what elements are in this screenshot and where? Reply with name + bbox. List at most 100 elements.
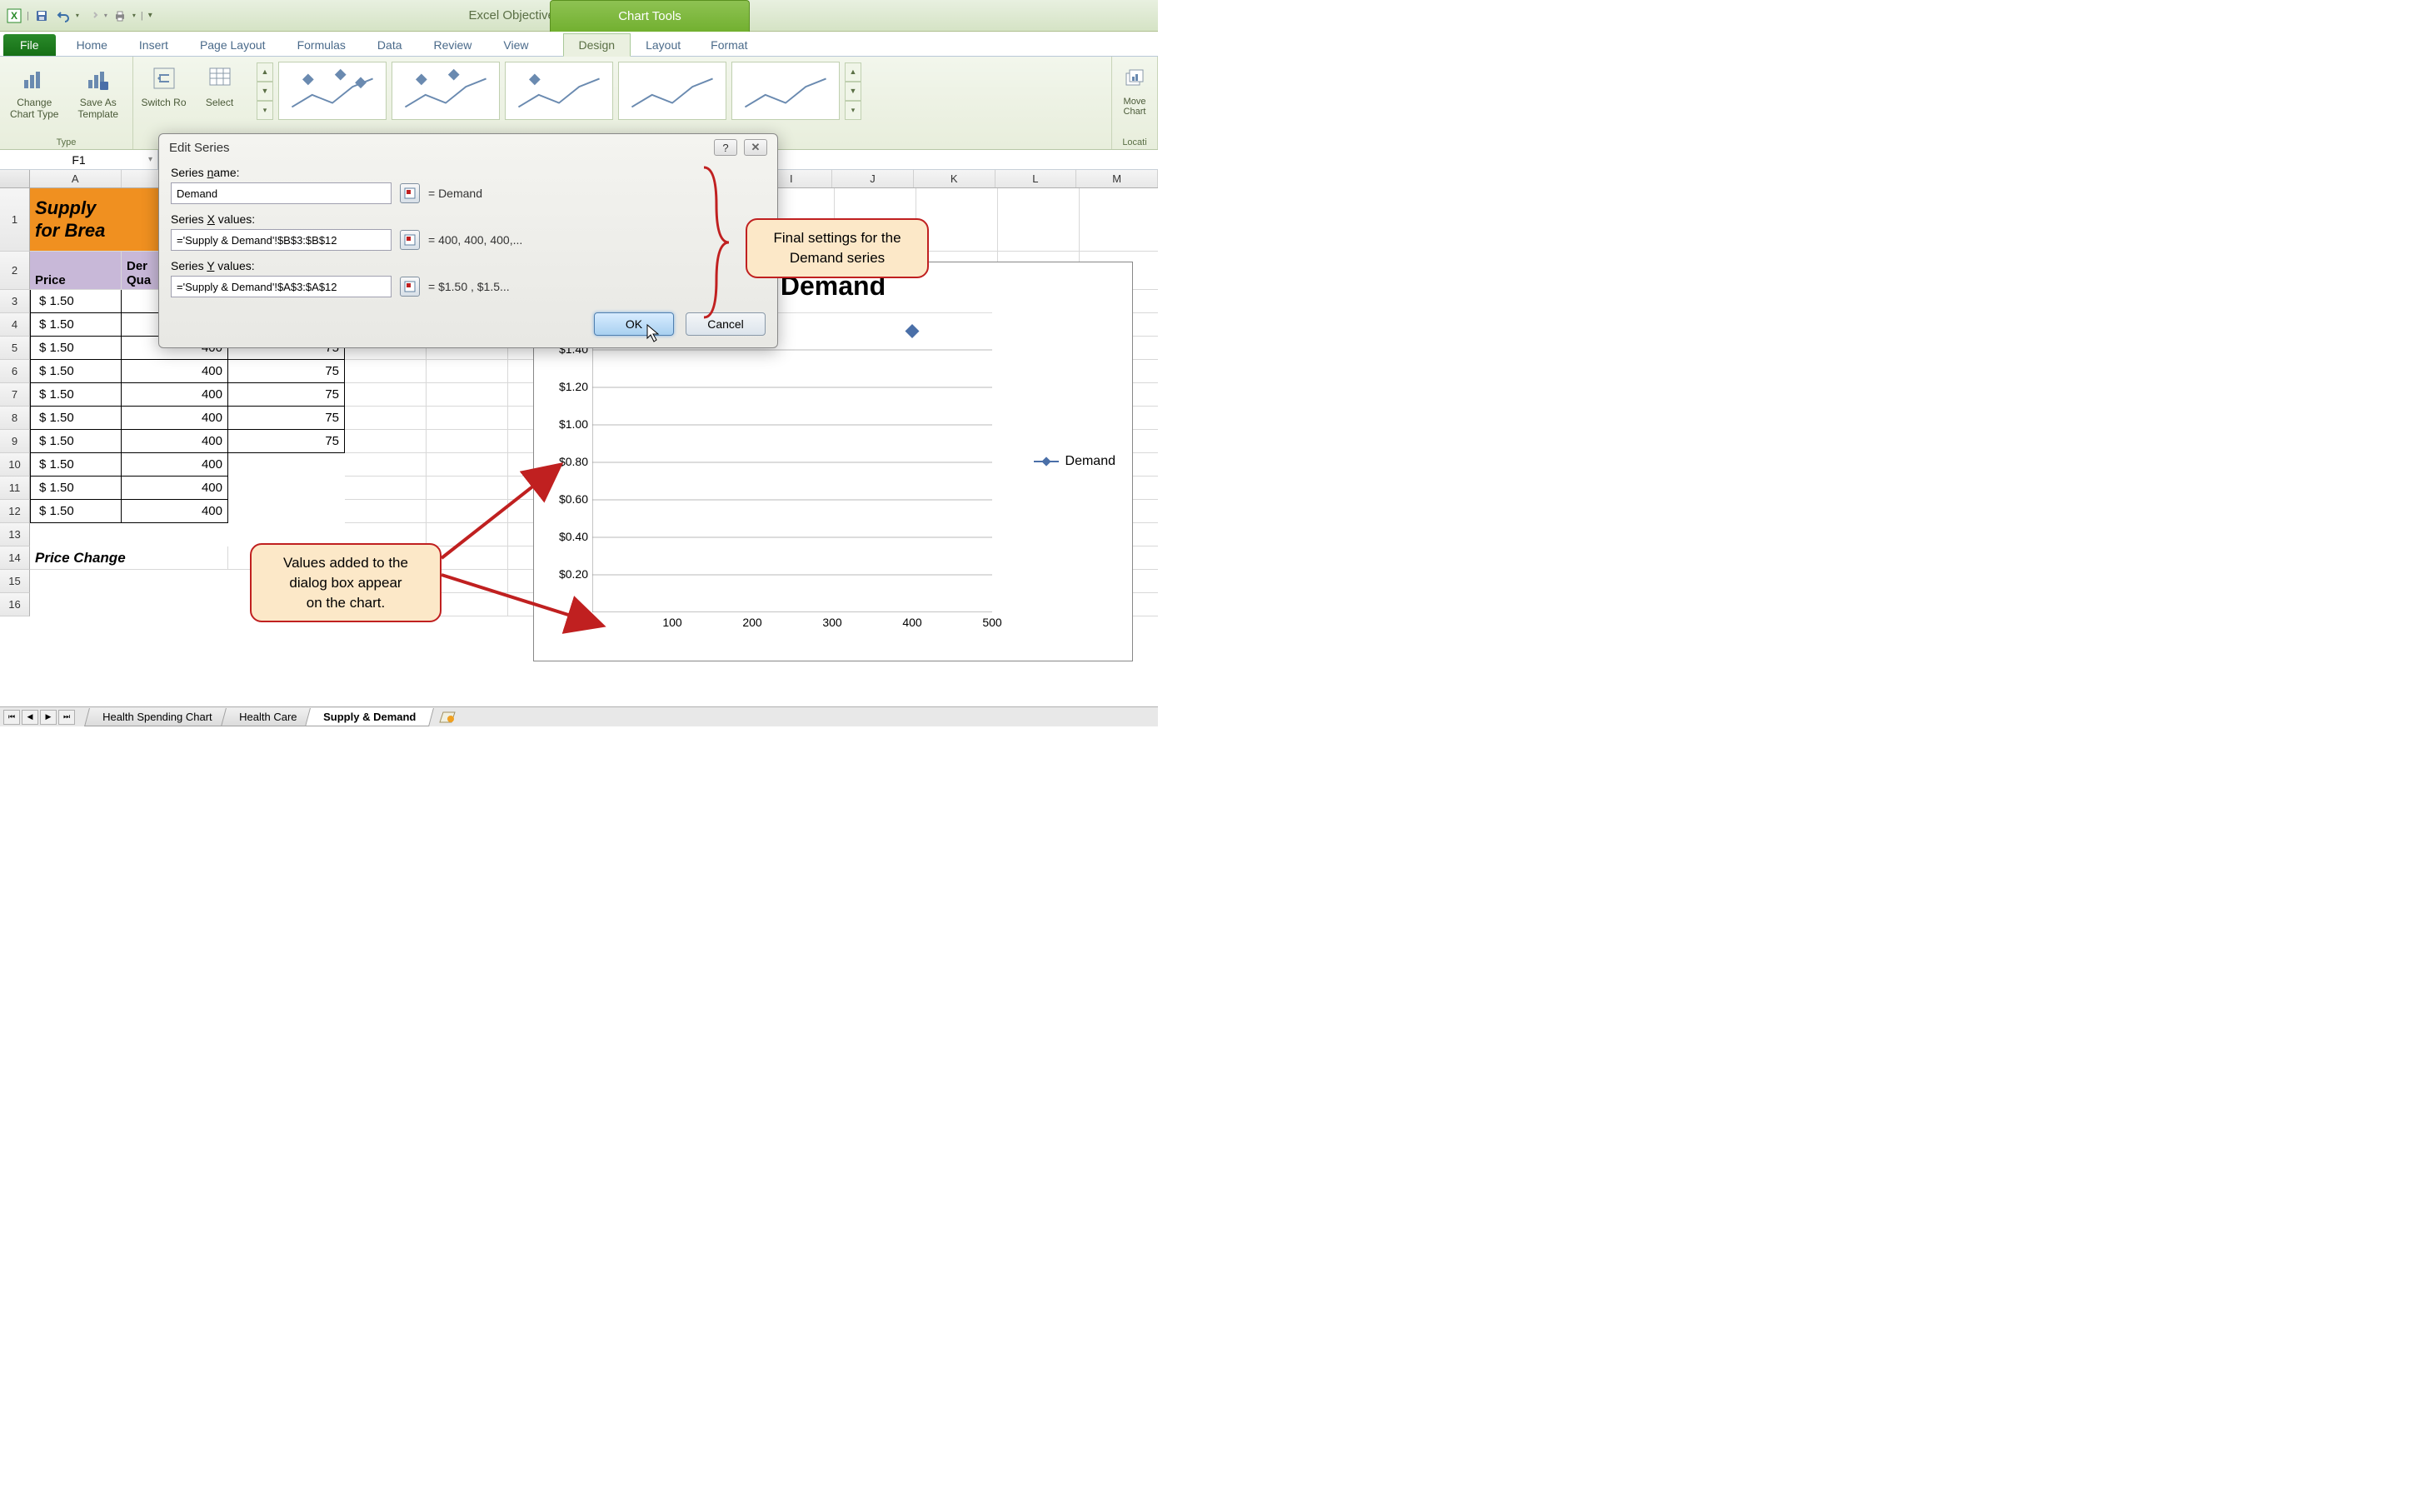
series-x-input[interactable]: [171, 229, 392, 251]
row-header[interactable]: 15: [0, 570, 30, 593]
cell[interactable]: [345, 477, 427, 500]
file-tab[interactable]: File: [3, 34, 56, 56]
chart-style-option[interactable]: [392, 62, 500, 120]
undo-icon[interactable]: [54, 7, 72, 25]
col-header-K[interactable]: K: [914, 170, 995, 187]
cell[interactable]: [427, 477, 508, 500]
cell[interactable]: $ 1.50: [30, 453, 122, 477]
save-as-template-button[interactable]: Save As Template: [71, 60, 127, 120]
sheet-tab[interactable]: Health Spending Chart: [84, 708, 230, 726]
col-header-L[interactable]: L: [995, 170, 1077, 187]
cell[interactable]: $ 1.50: [30, 313, 122, 337]
row-header[interactable]: 8: [0, 407, 30, 430]
gallery-more-icon[interactable]: ▾: [845, 101, 861, 120]
col-header-A[interactable]: A: [30, 170, 122, 187]
col-header-J[interactable]: J: [832, 170, 914, 187]
cell[interactable]: [427, 407, 508, 430]
row-header[interactable]: 2: [0, 252, 30, 290]
row-header[interactable]: 10: [0, 453, 30, 477]
cell[interactable]: 400: [122, 453, 228, 477]
cell[interactable]: $ 1.50: [30, 430, 122, 453]
row-header[interactable]: 14: [0, 546, 30, 570]
series-y-input[interactable]: [171, 276, 392, 297]
gallery-up-icon[interactable]: ▲: [257, 62, 273, 82]
cell[interactable]: $ 1.50: [30, 500, 122, 523]
chart-style-option[interactable]: [618, 62, 726, 120]
cell[interactable]: $ 1.50: [30, 360, 122, 383]
select-all-cell[interactable]: [0, 170, 30, 187]
cell[interactable]: [427, 430, 508, 453]
row-header[interactable]: 11: [0, 477, 30, 500]
sheet-nav-next-icon[interactable]: ▶: [40, 710, 57, 725]
tab-layout[interactable]: Layout: [631, 34, 696, 56]
tab-format[interactable]: Format: [696, 34, 762, 56]
sheet-nav-first-icon[interactable]: ⏮: [3, 710, 20, 725]
gallery-more-icon[interactable]: ▾: [257, 101, 273, 120]
tab-page-layout[interactable]: Page Layout: [184, 33, 282, 56]
tab-review[interactable]: Review: [418, 33, 488, 56]
sheet-tab[interactable]: Health Care: [221, 708, 315, 726]
excel-menu-icon[interactable]: X: [5, 7, 23, 25]
switch-row-col-button[interactable]: Switch Ro: [140, 60, 187, 108]
dialog-close-button[interactable]: ✕: [744, 139, 767, 156]
cell[interactable]: 75: [228, 430, 345, 453]
range-selector-icon[interactable]: [400, 183, 420, 203]
row-header[interactable]: 7: [0, 383, 30, 407]
cell[interactable]: [345, 500, 427, 523]
cell[interactable]: 75: [228, 407, 345, 430]
cell[interactable]: $ 1.50: [30, 407, 122, 430]
cell[interactable]: [1080, 188, 1158, 252]
move-chart-button[interactable]: Move Chart: [1119, 60, 1150, 117]
gallery-up-icon[interactable]: ▲: [845, 62, 861, 82]
tab-formulas[interactable]: Formulas: [282, 33, 362, 56]
gallery-down-icon[interactable]: ▼: [257, 82, 273, 101]
col-header-M[interactable]: M: [1076, 170, 1158, 187]
chart-style-option[interactable]: [731, 62, 840, 120]
series-name-input[interactable]: [171, 182, 392, 204]
sheet-nav-prev-icon[interactable]: ◀: [22, 710, 38, 725]
cell[interactable]: 75: [228, 383, 345, 407]
new-sheet-icon[interactable]: [435, 710, 460, 725]
cell[interactable]: Price Change: [30, 546, 228, 570]
tab-data[interactable]: Data: [362, 33, 418, 56]
gallery-down-icon[interactable]: ▼: [845, 82, 861, 101]
cell[interactable]: [345, 360, 427, 383]
tab-view[interactable]: View: [487, 33, 544, 56]
row-header[interactable]: 9: [0, 430, 30, 453]
row-header[interactable]: 16: [0, 593, 30, 616]
sheet-tab[interactable]: Supply & Demand: [305, 708, 434, 726]
tab-design[interactable]: Design: [563, 33, 631, 57]
row-header[interactable]: 1: [0, 188, 30, 252]
dialog-help-button[interactable]: ?: [714, 139, 737, 156]
range-selector-icon[interactable]: [400, 277, 420, 297]
cell[interactable]: $ 1.50: [30, 477, 122, 500]
cell[interactable]: [427, 383, 508, 407]
cell[interactable]: $ 1.50: [30, 383, 122, 407]
chart-style-option[interactable]: [278, 62, 387, 120]
row-header[interactable]: 3: [0, 290, 30, 313]
cell[interactable]: 75: [228, 360, 345, 383]
print-icon[interactable]: [111, 7, 129, 25]
tab-home[interactable]: Home: [61, 33, 123, 56]
change-chart-type-button[interactable]: Change Chart Type: [7, 60, 62, 120]
redo-icon[interactable]: [82, 7, 101, 25]
cell[interactable]: $ 1.50: [30, 290, 122, 313]
tab-insert[interactable]: Insert: [123, 33, 184, 56]
save-icon[interactable]: [32, 7, 51, 25]
cell[interactable]: [345, 453, 427, 477]
row-header[interactable]: 6: [0, 360, 30, 383]
select-data-button[interactable]: Select: [196, 60, 243, 108]
row-header[interactable]: 12: [0, 500, 30, 523]
chart-style-option[interactable]: [505, 62, 613, 120]
cell[interactable]: [998, 188, 1080, 252]
name-box[interactable]: F1: [0, 150, 158, 169]
row-header[interactable]: 13: [0, 523, 30, 546]
cell[interactable]: [427, 360, 508, 383]
cell[interactable]: [345, 383, 427, 407]
cell[interactable]: 400: [122, 383, 228, 407]
cell[interactable]: [345, 430, 427, 453]
row-header[interactable]: 5: [0, 337, 30, 360]
row-header[interactable]: 4: [0, 313, 30, 337]
cell[interactable]: [427, 500, 508, 523]
cell[interactable]: Price: [30, 252, 122, 290]
